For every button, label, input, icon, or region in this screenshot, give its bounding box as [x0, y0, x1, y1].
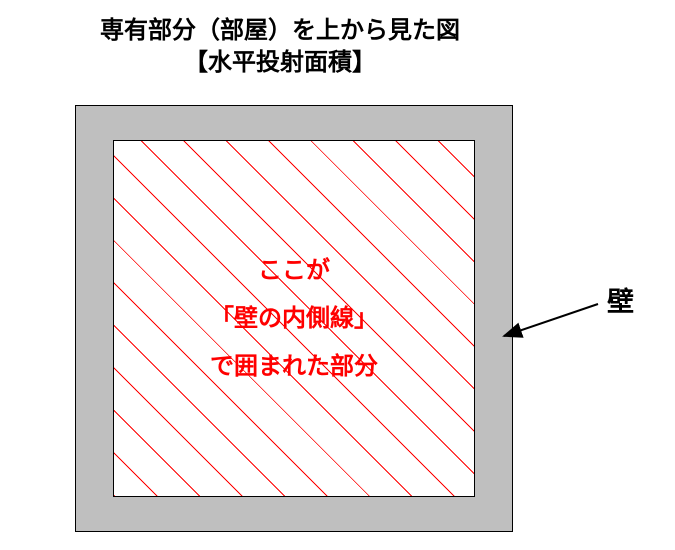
wall-arrow — [0, 0, 675, 550]
wall-arrow-line — [504, 304, 598, 336]
